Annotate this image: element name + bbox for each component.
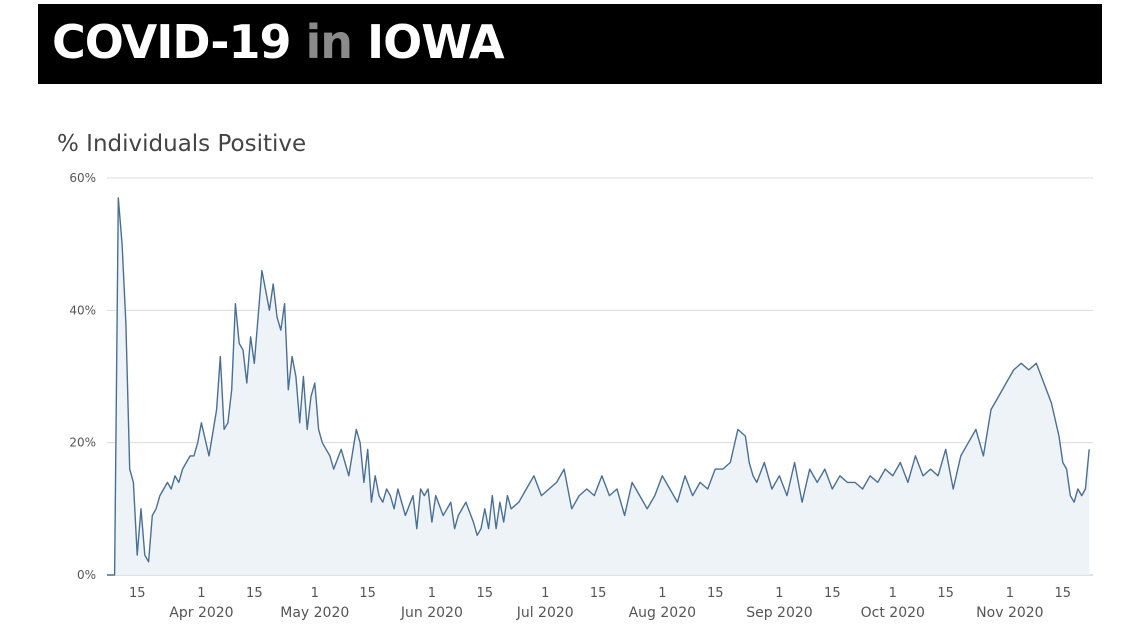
x-tick-day-label: 1 (197, 586, 205, 601)
x-tick-day-label: 15 (707, 586, 724, 601)
x-tick-month-label: Apr 2020 (169, 605, 233, 621)
x-tick-month-label: Nov 2020 (976, 605, 1043, 621)
x-tick-day-label: 1 (428, 586, 436, 601)
x-tick-day-label: 1 (1006, 586, 1014, 601)
x-tick-day-label: 15 (477, 586, 494, 601)
x-tick-day-label: 1 (541, 586, 549, 601)
x-tick-day-label: 15 (590, 586, 607, 601)
banner-title-iowa: IOWA (352, 15, 505, 69)
x-tick-month-label: Aug 2020 (629, 605, 696, 621)
x-tick-day-label: 1 (311, 586, 319, 601)
series-layer (107, 197, 1090, 576)
banner-title: COVID-19 in IOWA (52, 12, 505, 72)
x-tick-month-label: May 2020 (280, 605, 349, 621)
x-tick-day-label: 15 (937, 586, 954, 601)
x-tick-day-label: 15 (824, 586, 841, 601)
chart-title: % Individuals Positive (57, 131, 307, 157)
x-tick-month-label: Sep 2020 (746, 605, 812, 621)
x-tick-day-label: 15 (129, 586, 146, 601)
y-tick-label: 0% (77, 568, 96, 582)
banner-title-in: in (305, 15, 354, 69)
x-axis-ticks: 15 1 Apr 2020 15 1 May 2020 15 1 Jun 2020 15 1 Jul … (129, 586, 1071, 621)
y-tick-label: 20% (69, 436, 96, 450)
x-tick-day-label: 1 (658, 586, 666, 601)
series-area (107, 197, 1090, 575)
series-line (107, 197, 1090, 576)
y-tick-label: 60% (69, 171, 96, 185)
x-tick-month-label: Oct 2020 (861, 605, 925, 621)
y-tick-label: 40% (69, 303, 96, 317)
x-tick-day-label: 15 (246, 586, 263, 601)
x-tick-month-label: Jun 2020 (400, 605, 463, 621)
y-axis-ticks: 0% 20% 40% 60% (69, 171, 96, 582)
banner-title-covid: COVID-19 (52, 15, 306, 69)
x-tick-day-label: 1 (889, 586, 897, 601)
x-tick-day-label: 15 (359, 586, 376, 601)
x-tick-month-label: Jul 2020 (516, 605, 574, 621)
header-banner: COVID-19 in IOWA (38, 4, 1102, 84)
x-tick-day-label: 1 (775, 586, 783, 601)
x-tick-day-label: 15 (1055, 586, 1072, 601)
